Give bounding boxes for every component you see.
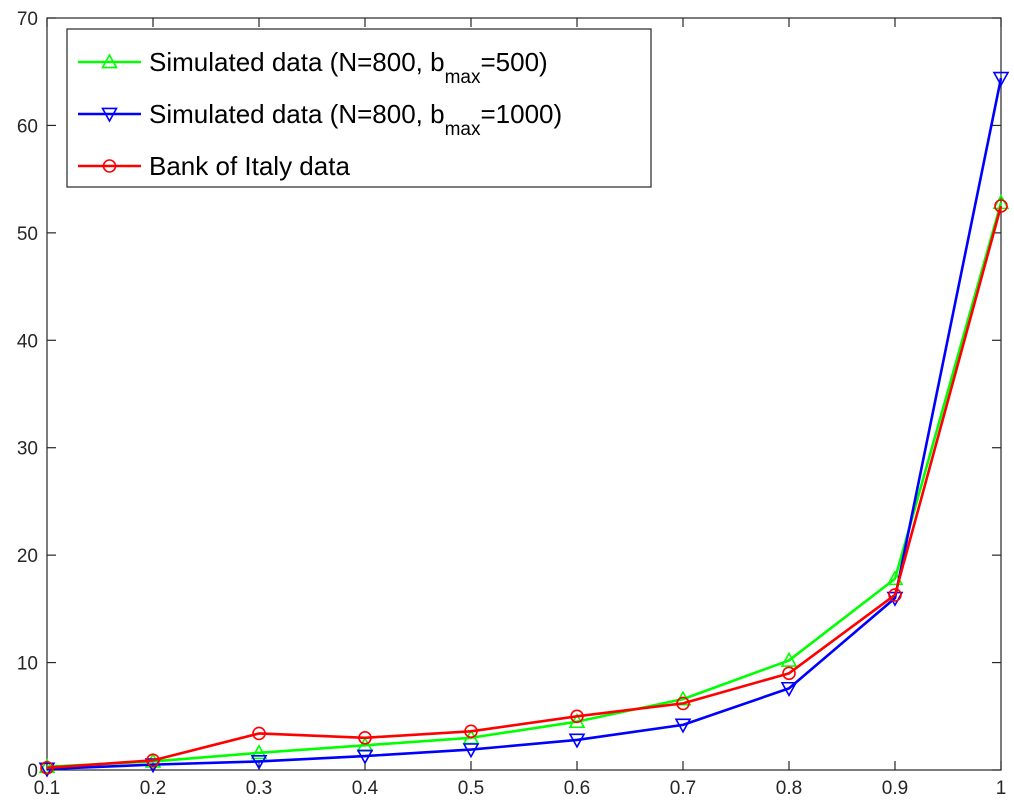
legend-marker [102, 159, 117, 173]
x-tick-label: 0.4 [352, 778, 379, 799]
y-tick-label: 60 [17, 116, 38, 137]
series-2-point [674, 718, 692, 734]
x-tick-label: 1 [996, 778, 1007, 799]
series-2-point [462, 743, 480, 759]
series-3-point [676, 696, 690, 711]
legend: Simulated data (N=800, bmax=500) Simulate… [66, 28, 652, 188]
series-2-line [46, 77, 1003, 771]
series-1-point [250, 744, 268, 760]
series-layer [38, 71, 1010, 778]
y-tick-label: 30 [17, 439, 38, 460]
legend-box [66, 28, 652, 188]
y-tick-label: 0 [27, 761, 38, 782]
series-3-point [358, 730, 372, 745]
series-2-point [356, 749, 374, 765]
x-tick-label: 0.9 [882, 778, 908, 799]
series-2-point [38, 762, 56, 778]
series-3-point [146, 753, 160, 768]
x-tick-label: 0.5 [458, 778, 484, 799]
y-tick-label: 10 [17, 654, 38, 675]
y-tick-label: 70 [17, 9, 38, 30]
y-tick-label: 40 [17, 331, 38, 352]
series-3-point [464, 724, 478, 739]
series-3-point [252, 726, 266, 741]
series-2-point [250, 755, 268, 771]
y-tick-label: 50 [17, 224, 38, 245]
series-3-line [46, 205, 1003, 770]
series-3-point [888, 588, 902, 602]
legend-marker [101, 107, 118, 123]
x-tick-label: 0.3 [246, 778, 272, 799]
x-tick-label: 0.6 [564, 778, 590, 799]
series-2-point [992, 71, 1010, 87]
series-3 [40, 199, 1008, 775]
x-tick-label: 0.8 [776, 778, 802, 799]
series-1-point [38, 758, 56, 774]
ticks-layer: 0.1 0.2 0.3 0.4 0.5 0.6 0.7 0.8 0.9 1010203040506… [17, 9, 1006, 799]
series-3-point [570, 709, 584, 724]
legend-label: Bank of Italy data [149, 151, 350, 181]
series-2-point [780, 681, 798, 698]
series-3-point [40, 761, 54, 775]
x-tick-label: 0.1 [34, 778, 60, 799]
series-3-point [782, 666, 796, 681]
series-1-point [780, 651, 798, 667]
series-2-point [568, 733, 586, 749]
series-1-line [46, 202, 1003, 769]
y-tick-label: 20 [17, 546, 38, 567]
legend-label: Simulated data (N=800, bmax=500) [149, 47, 548, 88]
x-tick-label: 0.7 [670, 778, 696, 799]
x-tick-label: 0.2 [140, 778, 166, 799]
series-3-point [994, 199, 1008, 213]
legend-label: Simulated data (N=800, bmax=1000) [149, 99, 562, 140]
legend-marker [101, 53, 118, 69]
